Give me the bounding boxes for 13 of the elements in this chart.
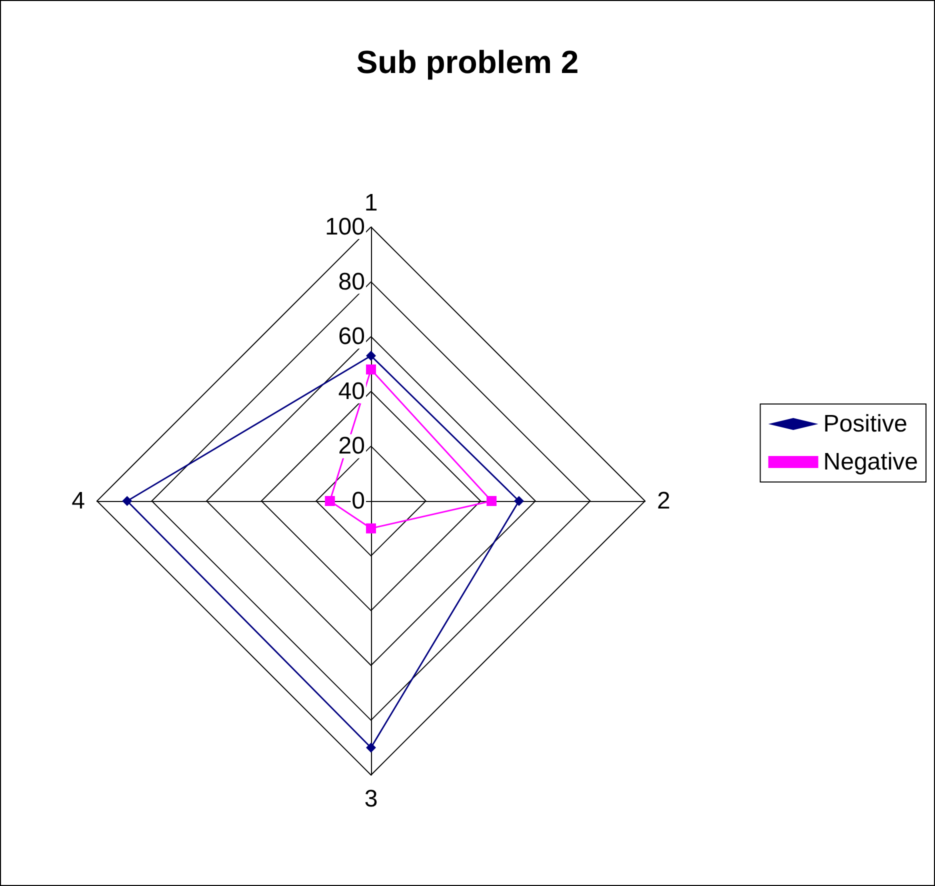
legend-label: Positive — [823, 410, 908, 438]
spoke-label: 1 — [364, 190, 378, 216]
y-tick-label: 20 — [338, 432, 365, 460]
y-tick-label: 40 — [338, 378, 365, 405]
legend-label: Negative — [823, 448, 918, 476]
spoke-label: 2 — [657, 488, 670, 514]
y-tick-label: 80 — [338, 268, 365, 296]
y-tick-label: 60 — [338, 323, 365, 350]
spoke-label: 4 — [72, 488, 85, 514]
y-tick-label: 100 — [324, 214, 365, 240]
y-tick-label: 0 — [352, 488, 365, 514]
spoke-label: 3 — [364, 786, 378, 812]
chart-title: Sub problem 2 — [356, 44, 579, 80]
